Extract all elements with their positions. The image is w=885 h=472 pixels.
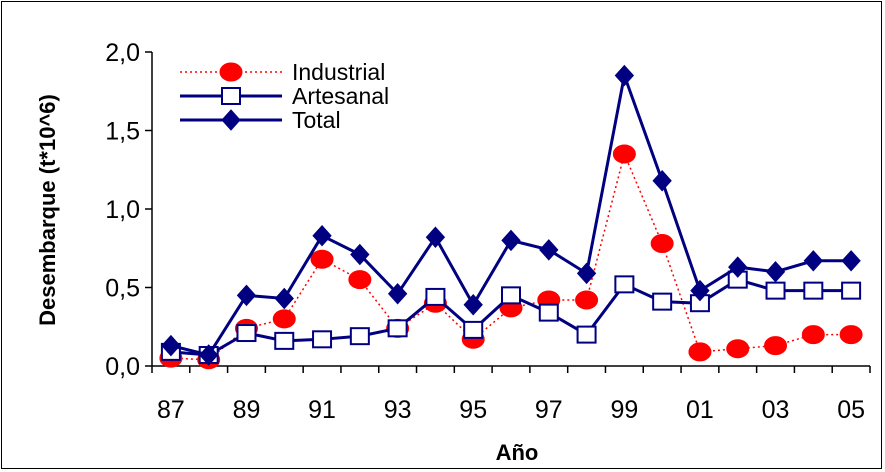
series-layer: [159, 64, 863, 370]
data-point-total: [350, 243, 370, 266]
x-axis-ticks: 87 89 91 93 95 97 99 01 03 05: [151, 366, 871, 424]
data-point-artesanal: [576, 325, 597, 344]
x-tick-label: 93: [384, 396, 412, 424]
x-tick-label: 01: [686, 396, 714, 424]
x-tick-label: 89: [233, 396, 261, 424]
x-tick-label: 05: [837, 396, 865, 424]
y-tick-label: 1,5: [105, 118, 140, 146]
axes: [151, 52, 870, 367]
y-tick-label: 0,5: [105, 275, 140, 303]
data-point-artesanal: [652, 292, 673, 311]
data-point-total: [199, 344, 219, 366]
data-point-total: [576, 262, 597, 285]
data-point-total: [728, 256, 748, 278]
y-tick-label: 2,0: [105, 39, 140, 67]
data-point-total: [803, 250, 823, 272]
data-point-artesanal: [236, 324, 257, 343]
y-axis-title: Desembarque (t*10^6): [35, 94, 60, 326]
legend-marker-industrial: [219, 62, 243, 82]
x-tick-label: 99: [610, 396, 638, 424]
data-point-industrial: [688, 342, 712, 362]
legend-label-artesanal: Artesanal: [292, 83, 389, 109]
data-point-artesanal: [387, 319, 408, 338]
data-point-total: [690, 279, 710, 302]
data-point-total: [161, 334, 181, 357]
data-point-industrial: [612, 144, 636, 164]
data-point-artesanal: [841, 281, 862, 300]
x-tick-label: 95: [459, 396, 487, 424]
data-point-artesanal: [349, 327, 370, 346]
data-point-total: [463, 294, 483, 316]
data-point-industrial: [650, 234, 674, 254]
data-point-artesanal: [501, 286, 521, 305]
data-point-total: [539, 239, 559, 261]
series-industrial: [159, 144, 863, 370]
series-line-industrial: [170, 151, 852, 361]
data-point-industrial: [348, 270, 372, 290]
data-point-total: [765, 261, 786, 283]
data-point-total: [652, 169, 672, 192]
data-point-industrial: [272, 309, 296, 329]
data-point-industrial: [801, 325, 825, 345]
legend-label-total: Total: [292, 107, 341, 133]
legend-label-industrial: Industrial: [292, 59, 385, 85]
data-point-artesanal: [312, 330, 333, 349]
data-point-total: [312, 224, 332, 247]
data-point-industrial: [764, 336, 788, 356]
data-point-total: [614, 64, 635, 87]
data-point-total: [274, 287, 294, 310]
data-point-artesanal: [614, 275, 635, 294]
x-tick-label: 97: [535, 396, 563, 424]
data-point-industrial: [575, 290, 599, 310]
x-tick-label: 03: [762, 396, 790, 424]
data-point-industrial: [726, 339, 750, 359]
data-point-artesanal: [538, 303, 559, 322]
data-point-total: [387, 283, 408, 305]
data-point-artesanal: [803, 281, 824, 300]
data-point-artesanal: [425, 287, 446, 306]
data-point-total: [236, 284, 257, 307]
x-axis-title: Año: [496, 440, 539, 465]
data-point-industrial: [839, 325, 863, 345]
x-tick-label: 91: [308, 396, 336, 424]
x-tick-label: 87: [157, 396, 185, 424]
y-tick-label: 1,0: [105, 196, 140, 224]
series-total: [161, 64, 861, 366]
legend-marker-total: [221, 109, 241, 131]
y-tick-label: 0,0: [105, 353, 140, 381]
y-axis-ticks: 0,0 0,5 1,0 1,5 2,0: [105, 39, 152, 381]
legend-marker-artesanal: [221, 87, 241, 105]
data-point-artesanal: [274, 331, 295, 350]
data-point-industrial: [310, 249, 334, 269]
data-point-total: [425, 226, 446, 249]
data-point-artesanal: [463, 320, 484, 339]
data-point-total: [501, 229, 521, 252]
data-point-total: [841, 250, 861, 272]
data-point-artesanal: [765, 281, 786, 300]
